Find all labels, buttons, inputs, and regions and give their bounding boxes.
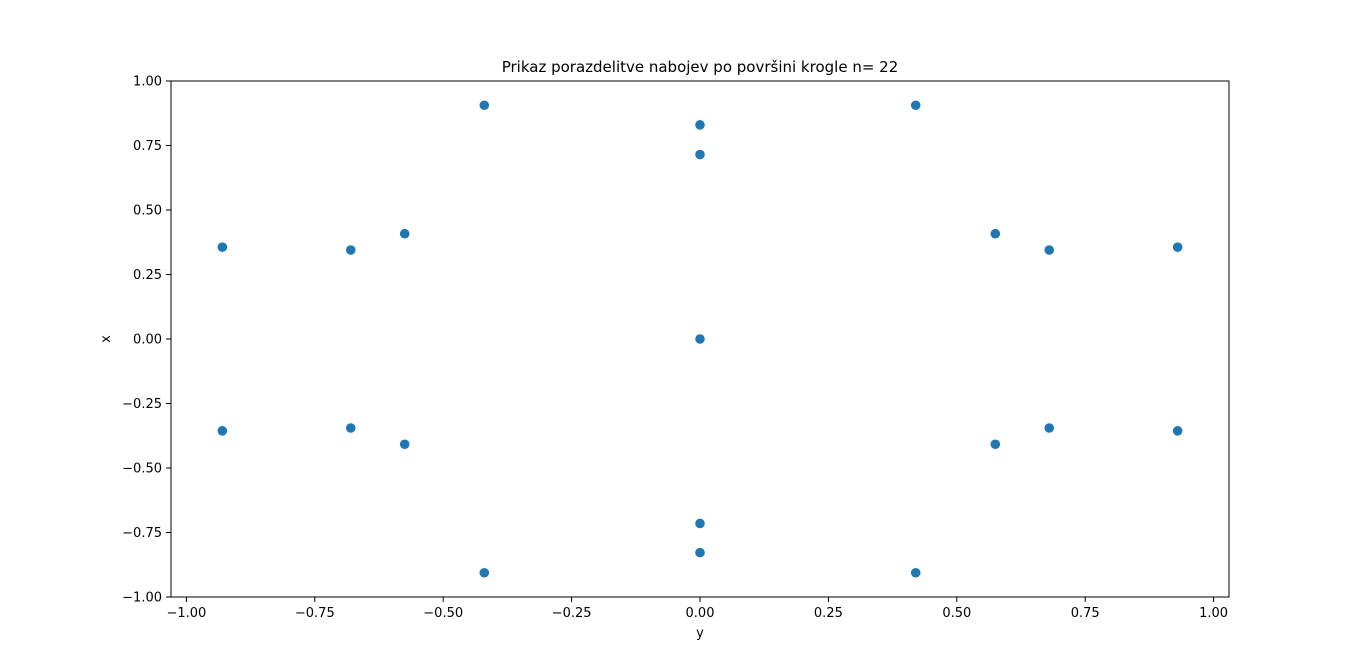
- data-point: [399, 439, 410, 450]
- data-point: [1044, 245, 1055, 255]
- data-point: [990, 439, 1001, 450]
- data-point: [1172, 242, 1183, 252]
- x-tick-label: 0.50: [942, 606, 971, 621]
- x-tick-label: −0.25: [552, 606, 592, 621]
- y-tick-label: −0.25: [122, 397, 162, 412]
- x-tick-label: 0.75: [1071, 606, 1100, 621]
- y-axis-ticks: 1.00 0.75 0.50 0.25 0.00 −0.25 −0.50 −0.75 −1.00: [122, 75, 171, 606]
- data-point: [695, 149, 705, 160]
- y-tick-label: −0.75: [122, 526, 162, 541]
- data-point: [479, 100, 490, 111]
- x-tick-label: 0.00: [686, 606, 715, 621]
- data-point: [1044, 423, 1055, 433]
- y-tick-label: 1.00: [133, 75, 162, 90]
- data-point: [695, 334, 705, 344]
- x-tick-label: 1.00: [1199, 606, 1228, 621]
- y-axis-label: x: [99, 335, 114, 343]
- y-tick-label: −0.50: [122, 462, 162, 477]
- data-points: [217, 100, 1183, 578]
- data-point: [1172, 426, 1183, 436]
- data-point: [695, 547, 705, 558]
- x-tick-label: −1.00: [166, 606, 206, 621]
- y-tick-label: 0.50: [133, 204, 162, 219]
- x-tick-label: −0.50: [423, 606, 463, 621]
- data-point: [479, 567, 490, 578]
- data-point: [399, 228, 410, 239]
- data-point: [695, 518, 705, 529]
- y-tick-label: 0.00: [133, 333, 162, 348]
- data-point: [910, 100, 921, 111]
- chart-title: Prikaz porazdelitve nabojev po površini …: [502, 58, 899, 76]
- y-tick-label: 0.75: [133, 139, 162, 154]
- data-point: [990, 228, 1001, 239]
- x-axis-label: y: [696, 626, 704, 641]
- y-tick-label: 0.25: [133, 268, 162, 283]
- data-point: [345, 245, 356, 255]
- data-point: [217, 242, 228, 252]
- data-point: [345, 423, 356, 433]
- y-tick-label: −1.00: [122, 591, 162, 606]
- data-point: [695, 120, 705, 130]
- x-axis-ticks: −1.00 −0.75 −0.50 −0.25 0.00 0.25 0.50 0.75 1.00: [166, 597, 1228, 621]
- data-point: [910, 567, 921, 578]
- x-tick-label: −0.75: [295, 606, 335, 621]
- x-tick-label: 0.25: [814, 606, 843, 621]
- data-point: [217, 426, 228, 436]
